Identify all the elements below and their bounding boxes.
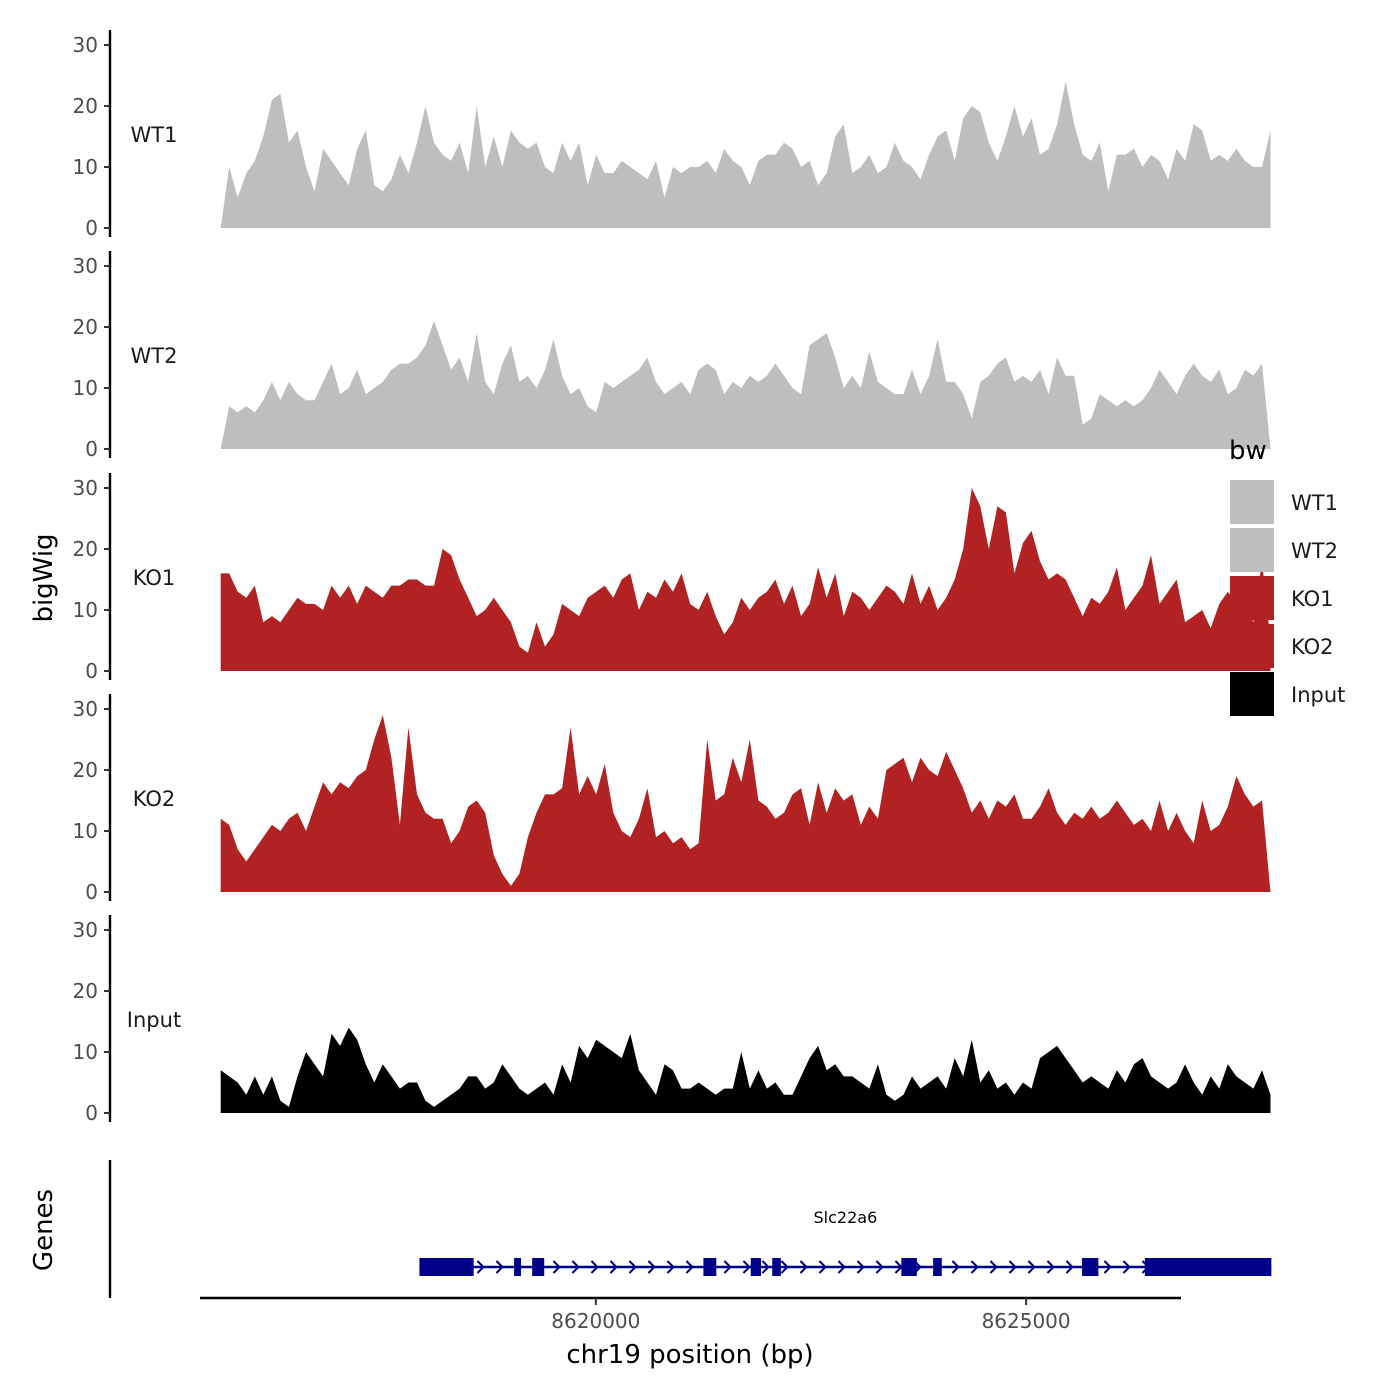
strand-arrow	[647, 1260, 656, 1274]
exon-7	[901, 1258, 917, 1276]
y-tick-label-30: 30	[73, 697, 98, 721]
y-tick-label-10: 10	[73, 819, 98, 843]
strand-arrow	[837, 1260, 846, 1274]
legend-swatch-ko1	[1230, 576, 1274, 620]
y-tick-label-10: 10	[73, 155, 98, 179]
exon-10	[1144, 1258, 1272, 1276]
exon-9	[1082, 1258, 1099, 1276]
y-tick-label-0: 0	[85, 437, 98, 461]
y-tick-label-0: 0	[85, 216, 98, 240]
y-tick-label-10: 10	[73, 1040, 98, 1064]
y-tick-label-0: 0	[85, 880, 98, 904]
legend-label-wt1: WT1	[1291, 491, 1338, 515]
strand-arrow	[818, 1260, 827, 1274]
legend-label-wt2: WT2	[1291, 539, 1338, 563]
strand-arrow	[666, 1260, 675, 1274]
y-tick-label-30: 30	[73, 33, 98, 57]
track-label-input: Input	[127, 1008, 181, 1032]
y-tick-label-20: 20	[73, 537, 98, 561]
x-axis-title: chr19 position (bp)	[566, 1340, 813, 1370]
legend-swatch-ko2	[1230, 624, 1274, 668]
gene-slc22a6: Slc22a6	[419, 1208, 1272, 1276]
strand-arrow	[875, 1260, 884, 1274]
genes-axis-title: Genes	[29, 1189, 59, 1271]
legend-label-ko1: KO1	[1291, 587, 1334, 611]
y-axis-title: bigWig	[29, 533, 59, 622]
legend-label-ko2: KO2	[1291, 635, 1334, 659]
strand-arrow	[989, 1260, 998, 1274]
legend-swatch-input	[1230, 672, 1274, 716]
x-axis: 8620000 8625000	[200, 1296, 1181, 1333]
area-ko1	[220, 488, 1271, 671]
exon-4	[703, 1258, 717, 1276]
gene-name-label: Slc22a6	[814, 1208, 878, 1227]
strand-arrow	[951, 1260, 960, 1274]
strand-arrow	[1122, 1260, 1131, 1274]
track-ko2: 0 10 20 30 KO2	[73, 694, 1271, 904]
bigwig-tracks: 0 10 20 30 WT1 0 10 20 30 WT2 0 10 20 30 KO1 0 10 20 30 KO2…	[73, 30, 1271, 1125]
strand-arrow	[1046, 1260, 1055, 1274]
strand-arrow	[609, 1260, 618, 1274]
y-tick-label-20: 20	[73, 758, 98, 782]
genes-track: Slc22a6	[108, 1160, 1272, 1298]
area-wt2	[220, 320, 1271, 449]
exon-5	[750, 1258, 762, 1276]
x-tick-label-8620000: 8620000	[551, 1309, 640, 1333]
legend-label-input: Input	[1291, 683, 1345, 707]
legend: bw WT1 WT2 KO1 KO2 Input	[1229, 436, 1345, 716]
strand-arrow	[685, 1260, 694, 1274]
track-label-wt2: WT2	[131, 344, 178, 368]
track-label-ko1: KO1	[133, 566, 176, 590]
strand-arrow	[856, 1260, 865, 1274]
track-ko1: 0 10 20 30 KO1	[73, 473, 1271, 683]
strand-arrow	[970, 1260, 979, 1274]
strand-arrow	[780, 1260, 789, 1274]
exon-1	[419, 1258, 474, 1276]
strand-arrow	[761, 1260, 770, 1274]
legend-swatch-wt1	[1230, 480, 1274, 524]
y-tick-label-0: 0	[85, 659, 98, 683]
y-tick-label-20: 20	[73, 979, 98, 1003]
y-tick-label-30: 30	[73, 918, 98, 942]
strand-arrow	[1103, 1260, 1112, 1274]
strand-arrow	[723, 1260, 732, 1274]
strand-arrow	[590, 1260, 599, 1274]
y-tick-label-30: 30	[73, 476, 98, 500]
exon-2	[514, 1258, 521, 1276]
track-label-wt1: WT1	[131, 123, 178, 147]
area-input	[220, 1027, 1271, 1113]
legend-title: bw	[1229, 436, 1267, 466]
strand-arrow	[799, 1260, 808, 1274]
strand-arrow	[552, 1260, 561, 1274]
strand-arrow	[571, 1260, 580, 1274]
y-tick-label-30: 30	[73, 254, 98, 278]
strand-arrow	[1008, 1260, 1017, 1274]
strand-arrow	[1065, 1260, 1074, 1274]
track-input: 0 10 20 30 Input	[73, 915, 1271, 1125]
y-tick-label-20: 20	[73, 94, 98, 118]
y-tick-label-10: 10	[73, 376, 98, 400]
strand-arrow	[742, 1260, 751, 1274]
strand-arrow	[476, 1260, 485, 1274]
strand-arrow	[628, 1260, 637, 1274]
track-wt2: 0 10 20 30 WT2	[73, 251, 1271, 461]
legend-swatch-wt2	[1230, 528, 1274, 572]
track-label-ko2: KO2	[133, 787, 176, 811]
exon-8	[933, 1258, 942, 1276]
track-wt1: 0 10 20 30 WT1	[73, 30, 1271, 240]
y-tick-label-0: 0	[85, 1101, 98, 1125]
area-ko2	[220, 715, 1271, 892]
area-wt1	[220, 81, 1271, 228]
strand-arrow	[495, 1260, 504, 1274]
x-tick-label-8625000: 8625000	[982, 1309, 1071, 1333]
y-tick-label-20: 20	[73, 315, 98, 339]
y-tick-label-10: 10	[73, 598, 98, 622]
exon-6	[772, 1258, 781, 1276]
strand-arrow	[1027, 1260, 1036, 1274]
exon-3	[532, 1258, 545, 1276]
